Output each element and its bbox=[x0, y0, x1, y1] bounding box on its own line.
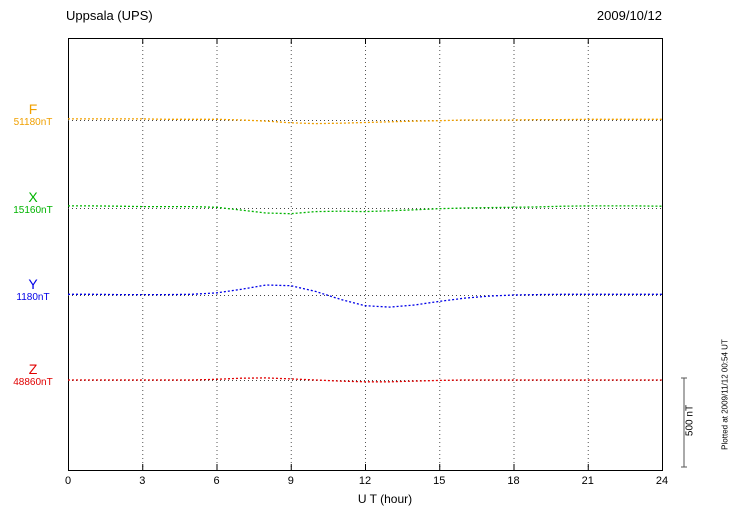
scale-bar-label: 500 nT bbox=[684, 404, 696, 437]
x-tick-label: 15 bbox=[433, 475, 446, 487]
plot-date: 2009/10/12 bbox=[596, 8, 662, 23]
series-baseline-value: 48860nT bbox=[13, 377, 53, 389]
x-axis-label: U T (hour) bbox=[357, 492, 413, 506]
x-tick-label: 12 bbox=[358, 475, 372, 487]
x-tick-label: 18 bbox=[507, 475, 520, 487]
x-tick-label: 9 bbox=[287, 475, 294, 487]
trace-X bbox=[68, 205, 663, 215]
series-baseline-value: 1180nT bbox=[16, 292, 50, 304]
trace-F bbox=[68, 118, 662, 125]
series-label-Y: Y 1180nT bbox=[2, 276, 64, 304]
x-tick-label: 24 bbox=[655, 475, 669, 487]
station-title: Uppsala (UPS) bbox=[66, 8, 153, 23]
x-tick-label: 3 bbox=[139, 475, 146, 487]
plotted-at-credit: Plotted at 2009/11/12 00:54 UT bbox=[720, 339, 730, 450]
series-name: F bbox=[28, 101, 38, 117]
series-name: Z bbox=[28, 361, 38, 377]
x-tick-label: 6 bbox=[213, 475, 220, 487]
series-baseline-value: 15160nT bbox=[13, 205, 53, 217]
x-tick-label: 0 bbox=[64, 475, 72, 487]
series-baseline-value: 51180nT bbox=[13, 117, 53, 129]
series-label-X: X 15160nT bbox=[2, 189, 64, 217]
series-label-F: F 51180nT bbox=[2, 101, 64, 129]
trace-Z bbox=[68, 377, 662, 383]
trace-Y bbox=[68, 284, 662, 308]
x-tick-label: 21 bbox=[581, 475, 594, 487]
series-name: X bbox=[28, 189, 38, 205]
series-name: Y bbox=[28, 276, 38, 292]
series-label-Z: Z 48860nT bbox=[2, 361, 64, 389]
